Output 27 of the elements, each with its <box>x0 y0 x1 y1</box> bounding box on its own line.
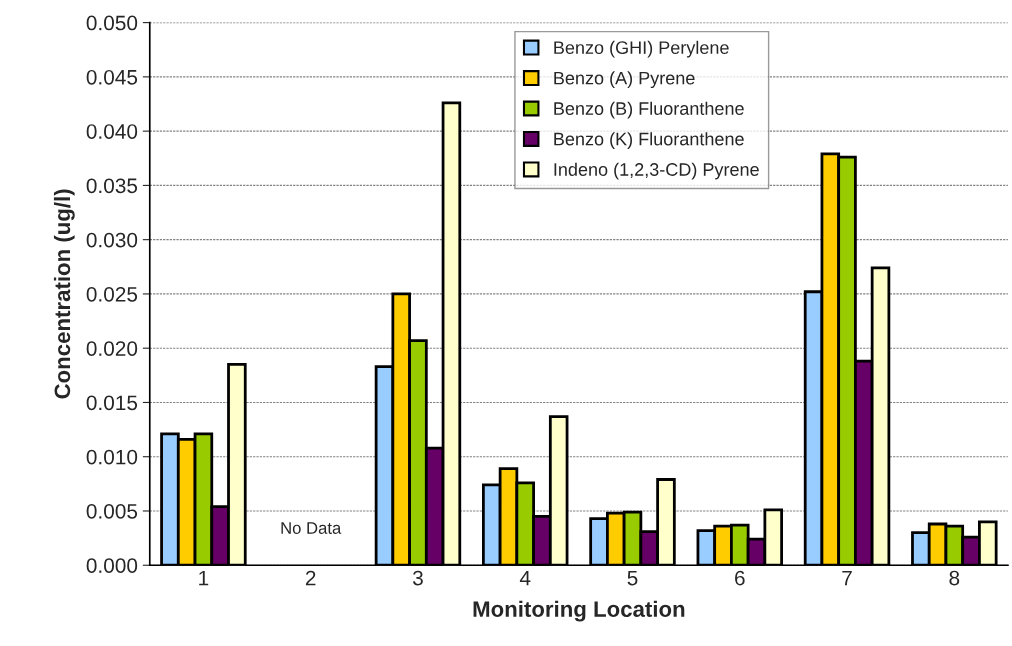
y-tick-label: 0.010 <box>86 449 138 465</box>
x-tick-label: 4 <box>519 570 531 586</box>
x-tick-label: 8 <box>949 570 960 586</box>
y-tick-label: 0.050 <box>86 15 138 31</box>
legend-label: Benzo (A) Pyrene <box>554 71 695 89</box>
y-tick-label: 0.040 <box>86 124 138 139</box>
y-tick-label: 0.020 <box>86 341 138 356</box>
legend-label: Benzo (B) Fluoranthene <box>554 101 744 119</box>
y-tick-label: 0.005 <box>86 503 138 519</box>
y-tick-label: 0.000 <box>86 558 138 573</box>
y-tick-label: 0.025 <box>86 286 138 302</box>
x-tick-label: 6 <box>735 570 745 586</box>
x-axis-title: Monitoring Location <box>473 600 685 622</box>
x-tick-label: 7 <box>842 570 852 586</box>
legend-label: Indeno (1,2,3-CD) Pyrene <box>554 162 759 180</box>
annotation: No Data <box>281 522 342 534</box>
legend-label: Benzo (GHI) Perylene <box>554 40 729 58</box>
y-tick-label: 0.035 <box>86 178 138 194</box>
y-tick-label: 0.015 <box>86 395 138 411</box>
x-tick-label: 5 <box>627 570 638 586</box>
x-tick-label: 3 <box>412 570 423 586</box>
y-axis-title: Concentration (ug/l) <box>53 189 75 399</box>
x-tick-label: 1 <box>199 570 209 586</box>
y-tick-label: 0.030 <box>86 232 138 248</box>
legend-label: Benzo (K) Fluoranthene <box>554 132 744 149</box>
x-tick-label: 2 <box>305 570 316 586</box>
y-tick-label: 0.045 <box>86 69 138 85</box>
